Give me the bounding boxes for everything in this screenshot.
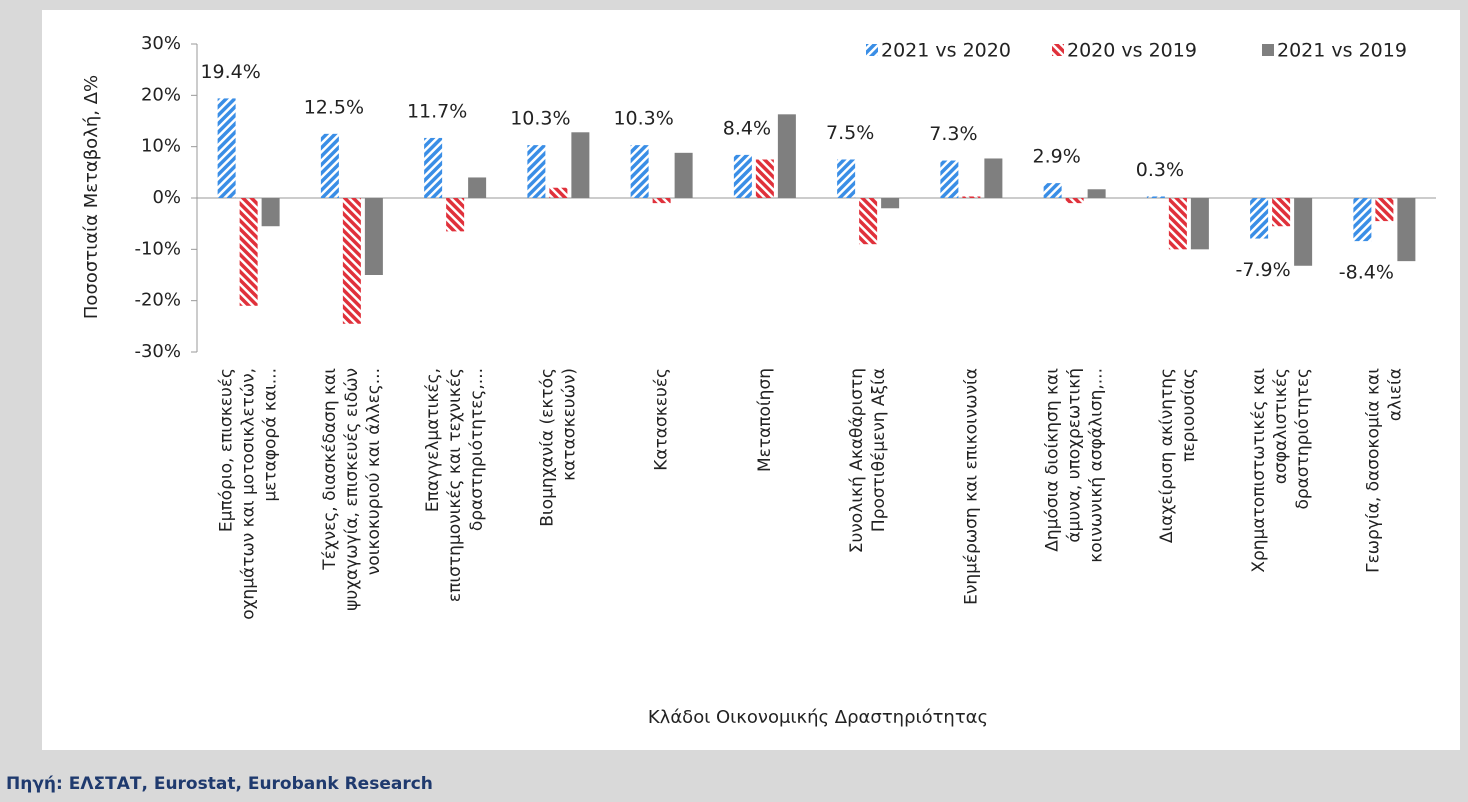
x-tick-label: Κατασκευές (652, 368, 672, 471)
y-tick-label: -20% (134, 290, 181, 311)
x-tick-label: Μεταποίηση (755, 368, 775, 472)
x-axis-label: Κλάδοι Οικονομικής Δραστηριότητας (648, 707, 988, 728)
bar (881, 198, 900, 209)
legend-swatch (1052, 44, 1064, 56)
legend-swatch (866, 44, 878, 56)
bar (320, 133, 339, 198)
plot-panel (42, 10, 1460, 750)
bar (424, 137, 443, 198)
bar (733, 154, 752, 198)
bar (837, 159, 856, 198)
bar (468, 177, 487, 198)
bar (1087, 189, 1106, 198)
bar (652, 198, 671, 204)
bar (940, 160, 959, 198)
y-tick-label: -30% (134, 341, 181, 362)
bar (755, 159, 774, 198)
y-axis-label: Ποσοστιαία Μεταβολή, Δ% (81, 75, 102, 319)
legend-label: 2021 vs 2020 (881, 40, 1011, 62)
x-tick-label: Επαγγελματικές, επιστημονικές και τεχνικέ… (423, 368, 487, 602)
data-label: -8.4% (1339, 262, 1394, 284)
legend-label: 2020 vs 2019 (1067, 40, 1197, 62)
x-tick-label: Βιομηχανία (εκτός κατασκευών) (537, 368, 579, 527)
bar (1375, 198, 1394, 222)
bar (571, 132, 590, 198)
y-tick-label: 10% (141, 136, 181, 157)
bar (1272, 198, 1291, 227)
bar (674, 152, 693, 198)
bar (1065, 198, 1084, 204)
data-label: 2.9% (1032, 146, 1080, 168)
bar (630, 145, 649, 198)
x-tick-label: Γεωργία, δασοκομία και αλιεία (1363, 368, 1405, 573)
data-label: 10.3% (510, 108, 570, 130)
bar (364, 198, 383, 275)
source: Πηγή: ΕΛΣΤΑΤ, Eurostat, Eurobank Researc… (6, 774, 433, 794)
bar (1168, 198, 1187, 250)
data-label: 19.4% (200, 61, 260, 83)
y-tick-label: -10% (134, 238, 181, 259)
x-tick-label: Εμπόριο, επισκευές οχημάτων και μοτοσικλε… (217, 368, 281, 620)
x-tick-label: Δημόσια διοίκηση και άμυνα, υποχρεωτική κο… (1043, 368, 1107, 563)
bar (1353, 198, 1372, 242)
bar (1294, 198, 1313, 266)
bar (446, 198, 465, 232)
x-tick-label: Χρηματοπιστωτικές και ασφαλιστικές δραστηρ… (1249, 368, 1313, 573)
data-label: 10.3% (613, 108, 673, 130)
y-tick-label: 0% (152, 187, 181, 208)
data-label: -7.9% (1236, 259, 1291, 281)
bar (962, 196, 981, 198)
y-tick-label: 20% (141, 84, 181, 105)
data-label: 11.7% (407, 100, 467, 122)
data-label: 7.5% (826, 122, 874, 144)
x-tick-label: Τέχνες, διασκέδαση και ψυχαγωγία, επισκευ… (320, 368, 384, 611)
y-tick-label: 30% (141, 33, 181, 54)
data-label: 12.5% (304, 96, 364, 118)
bar (859, 198, 878, 245)
bar (261, 198, 280, 227)
bar (984, 158, 1003, 198)
bar (527, 145, 546, 198)
bar (1397, 198, 1416, 262)
bar (342, 198, 361, 324)
legend-swatch (1262, 44, 1274, 56)
bar (217, 98, 236, 198)
data-label: 7.3% (929, 123, 977, 145)
x-tick-label: Ενημέρωση και επικοινωνία (961, 368, 981, 605)
bar (1043, 183, 1062, 198)
bar (777, 114, 796, 198)
data-label: 8.4% (723, 117, 771, 139)
bar (1146, 196, 1165, 198)
x-tick-label: Διαχείριση ακίνητης περιουσίας (1157, 368, 1199, 543)
bar (239, 198, 258, 306)
bar (1250, 198, 1269, 239)
bar (549, 187, 568, 198)
data-label: 0.3% (1136, 159, 1184, 181)
legend-label: 2021 vs 2019 (1277, 40, 1407, 62)
bar (1190, 198, 1209, 250)
x-tick-label: Συνολική Ακαθάριστη Προστιθέμενη Αξία (847, 368, 889, 553)
